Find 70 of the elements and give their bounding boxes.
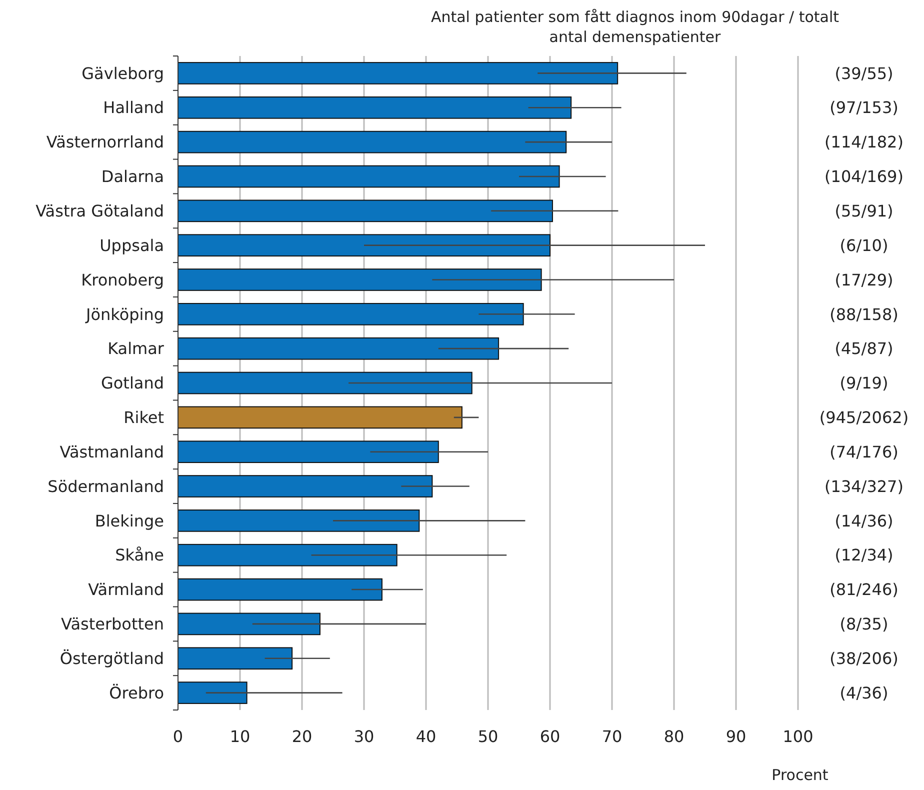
y-tick-label: Västmanland: [60, 442, 164, 462]
x-tick-label: 0: [172, 727, 184, 746]
text: (88/158): [830, 304, 898, 324]
y-tick-label: Östergötland: [60, 648, 164, 668]
y-tick-label: Gotland: [100, 374, 164, 393]
x-tick-label: 90: [726, 727, 746, 746]
x-tick-label: 20: [292, 727, 312, 746]
bar: [178, 475, 433, 498]
y-tick-label: Västernorrland: [46, 132, 164, 152]
text: (45/87): [834, 339, 894, 358]
text: (38/206): [830, 648, 898, 668]
bar: [178, 62, 618, 84]
y-tick-label: Uppsala: [100, 236, 164, 255]
text: (104/169): [824, 167, 904, 186]
bar: [178, 165, 560, 188]
y-tick-label: Halland: [103, 98, 164, 118]
y-tick-label: Västerbotten: [60, 614, 164, 634]
y-tick-label: Kronoberg: [81, 270, 164, 290]
bar: [178, 372, 472, 394]
x-tick-label: 50: [478, 727, 498, 746]
text: (8/35): [840, 614, 888, 634]
y-tick-label: Kalmar: [108, 339, 164, 358]
text: (39/55): [834, 64, 894, 83]
bar: [178, 440, 439, 464]
bar: [178, 544, 398, 566]
text: (6/10): [840, 236, 888, 255]
x-tick-label: 100: [782, 727, 814, 746]
bar: [178, 302, 524, 326]
x-tick-label: 60: [540, 727, 560, 746]
text: (55/91): [834, 201, 894, 220]
x-tick-label: 10: [230, 727, 250, 746]
bar: [178, 612, 320, 636]
y-tick-label: Skåne: [115, 546, 164, 565]
x-tick-label: 80: [664, 727, 684, 746]
bar: [178, 647, 293, 670]
text: (114/182): [824, 132, 904, 152]
bar: [178, 406, 462, 429]
y-tick-label: Dalarna: [101, 167, 164, 186]
y-tick-label: Värmland: [88, 580, 164, 600]
text: (945/2062): [819, 408, 909, 428]
text: (4/36): [840, 683, 888, 702]
text: (12/34): [834, 546, 894, 565]
y-tick-label: Gävleborg: [82, 64, 164, 83]
y-tick-label: Västra Götaland: [36, 201, 164, 220]
y-tick-label: Jönköping: [84, 304, 164, 324]
bar: [178, 96, 572, 119]
text: (97/153): [830, 98, 898, 118]
x-tick-label: 40: [416, 727, 436, 746]
y-tick-label: Riket: [124, 408, 164, 428]
text: (81/246): [830, 580, 898, 600]
bar: [178, 234, 550, 256]
chart-title: Antal patienter som fått diagnos inom 90dagar / totalt antal demenspatienter: [430, 8, 840, 46]
y-tick-label: Södermanland: [48, 476, 164, 496]
bar: [178, 578, 382, 601]
text: (74/176): [830, 442, 898, 462]
x-tick-label: 30: [354, 727, 374, 746]
text: (17/29): [834, 270, 894, 290]
bar: [178, 510, 420, 532]
y-tick-label: Blekinge: [94, 511, 164, 530]
bar: [178, 130, 567, 154]
x-axis-title: Procent: [772, 766, 828, 784]
text: (14/36): [834, 511, 894, 530]
text: (9/19): [840, 374, 888, 393]
text: (134/327): [824, 476, 904, 496]
bar: [178, 200, 553, 222]
y-tick-label: Örebro: [109, 683, 164, 702]
x-tick-label: 70: [602, 727, 622, 746]
bar: [178, 682, 248, 704]
bar: [178, 337, 500, 360]
bar: [178, 268, 542, 291]
